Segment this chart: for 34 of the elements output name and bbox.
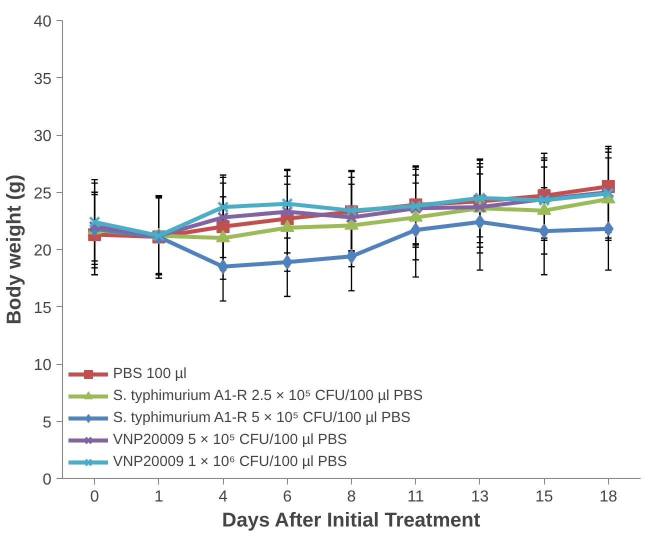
point bbox=[474, 192, 486, 204]
y-tick-label: 15 bbox=[34, 300, 52, 317]
x-tick-label: 1 bbox=[154, 488, 164, 506]
y-tick-label: 10 bbox=[34, 357, 52, 374]
legend-label: S. typhimurium A1-R 2.5 × 10⁵ CFU/100 µl PBS bbox=[113, 388, 423, 404]
x-tick-label: 11 bbox=[407, 488, 424, 506]
legend-label: VNP20009 1 × 10⁶ CFU/100 µl PBS bbox=[113, 454, 348, 470]
point bbox=[281, 198, 294, 210]
y-tick-label: 20 bbox=[34, 242, 52, 260]
point bbox=[346, 248, 357, 264]
x-tick-label: 4 bbox=[218, 488, 228, 506]
x-tick-label: 18 bbox=[599, 488, 618, 506]
y-tick-label: 40 bbox=[34, 14, 52, 30]
y-tick-label: 35 bbox=[34, 70, 52, 88]
y-axis-title: Body weight (g) bbox=[4, 174, 26, 324]
point bbox=[603, 221, 614, 236]
y-tick-label: 30 bbox=[34, 128, 52, 145]
point bbox=[474, 214, 486, 230]
point bbox=[88, 216, 100, 228]
point bbox=[217, 212, 229, 224]
x-tick-label: 0 bbox=[90, 488, 100, 506]
y-tick-label: 5 bbox=[42, 414, 52, 432]
point bbox=[217, 201, 229, 213]
point bbox=[218, 259, 228, 274]
x-tick-label: 6 bbox=[282, 488, 292, 506]
y-tick-label: 25 bbox=[34, 185, 52, 202]
legend-label: PBS 100 µl bbox=[113, 366, 187, 382]
legend-label: VNP20009 5 × 10⁵ CFU/100 µl PBS bbox=[113, 432, 348, 448]
x-axis-title: Days After Initial Treatment bbox=[222, 510, 481, 532]
legend-label: S. typhimurium A1-R 5 × 10⁵ CFU/100 µl PBS bbox=[113, 410, 411, 426]
x-tick-label: 13 bbox=[471, 488, 489, 506]
y-tick-label: 0 bbox=[42, 472, 52, 488]
x-tick-label: 15 bbox=[535, 488, 554, 506]
x-tick-label: 8 bbox=[347, 488, 356, 506]
